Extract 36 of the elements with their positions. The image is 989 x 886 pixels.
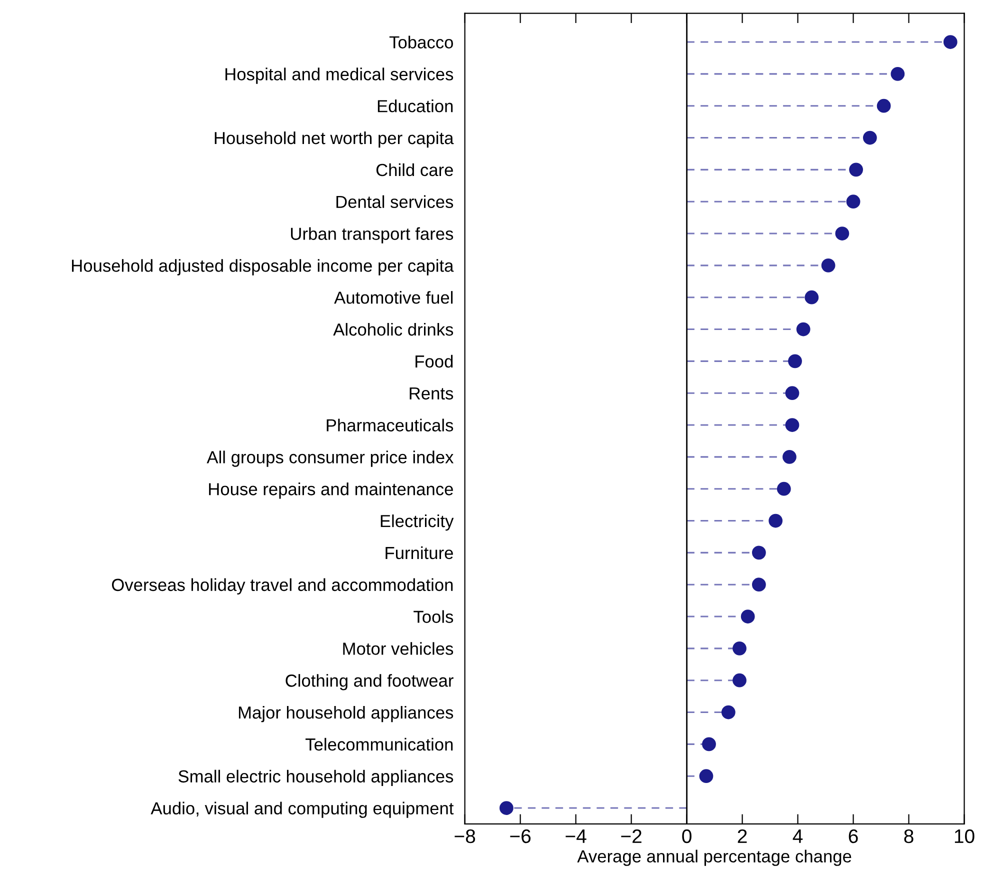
y-tick-label: All groups consumer price index: [206, 450, 454, 467]
y-tick-label: Pharmaceuticals: [326, 418, 454, 432]
y-tick-label: Child care: [376, 163, 453, 176]
y-tick-label: Tools: [414, 610, 454, 623]
y-tick-label: Education: [378, 100, 453, 112]
y-tick-label: House repairs and maintenance: [209, 482, 453, 499]
x-axis-title: Average annual percentage change: [577, 850, 852, 866]
y-tick-label: Dental services: [336, 195, 454, 208]
x-tick-label: 2: [738, 829, 747, 843]
y-tick-label: Tobacco: [389, 36, 453, 48]
y-tick-label: Food: [416, 354, 453, 368]
y-tick-label: Furniture: [386, 546, 453, 560]
y-tick-label: Clothing and footwear: [286, 674, 454, 690]
y-tick-label: Audio, visual and computing equipment: [150, 802, 454, 818]
x-tick-label: −4: [566, 830, 586, 843]
x-tick-label: 0: [682, 829, 692, 844]
y-tick-label: Rents: [410, 387, 454, 400]
y-tick-label: Automotive fuel: [334, 291, 453, 304]
y-tick-label: Motor vehicles: [343, 642, 454, 655]
x-tick-label: 8: [904, 829, 914, 844]
y-tick-label: Urban transport fares: [291, 227, 454, 244]
y-tick-label: Major household appliances: [238, 706, 454, 722]
y-tick-label: Household adjusted disposable income per capita: [72, 259, 454, 276]
y-tick-label: Small electric household appliances: [178, 770, 454, 786]
y-tick-label: Hospital and medical services: [226, 68, 454, 84]
y-tick-label: Telecommunication: [306, 738, 453, 751]
y-tick-label: Overseas holiday travel and accommodation: [112, 578, 453, 594]
x-tick-label: −8: [454, 829, 476, 844]
y-tick-label: Household net worth per capita: [214, 131, 454, 148]
x-tick-label: 6: [848, 829, 858, 844]
y-tick-label: Alcoholic drinks: [333, 322, 454, 336]
x-tick-label: −2: [621, 829, 642, 843]
x-tick-label: 10: [954, 829, 974, 844]
x-tick-label: −6: [510, 829, 531, 844]
x-tick-label: 4: [792, 830, 803, 843]
y-tick-label: Electricity: [380, 514, 454, 531]
